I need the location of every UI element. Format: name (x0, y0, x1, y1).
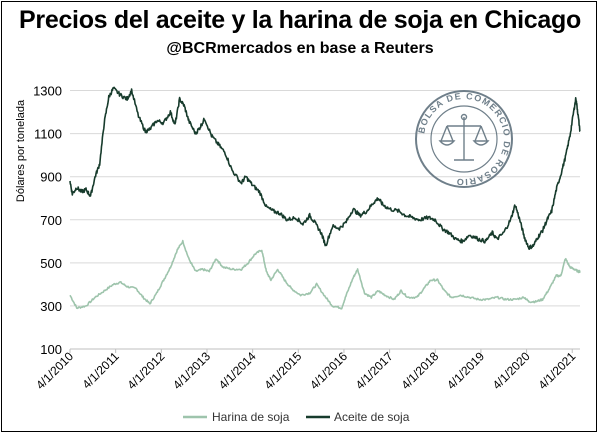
x-tick-label: 4/1/2012 (125, 349, 168, 392)
y-tick-label: 900 (40, 170, 62, 185)
x-tick-label: 4/1/2019 (444, 349, 487, 392)
chart-subtitle: @BCRmercados en base a Reuters (166, 40, 434, 57)
chart-title: Precios del aceite y la harina de soja e… (19, 6, 581, 34)
y-tick-label: 100 (40, 342, 62, 357)
legend: Harina de soja Aceite de soja (183, 410, 410, 424)
y-tick-label: 1300 (33, 84, 62, 99)
series-layer (69, 86, 581, 310)
legend-label-aceite: Aceite de soja (334, 410, 410, 424)
x-tick-label: 4/1/2015 (261, 349, 304, 392)
y-tick-label: 1100 (34, 127, 62, 142)
x-tick-label: 4/1/2020 (490, 349, 533, 392)
x-tick-label: 4/1/2011 (79, 349, 122, 392)
y-axis-label: Dólares por tonelada (15, 99, 27, 202)
x-tick-label: 4/1/2021 (535, 349, 578, 392)
y-tick-label: 700 (40, 213, 62, 228)
x-tick-label: 4/1/2016 (307, 349, 350, 392)
x-tick-label: 4/1/2017 (353, 349, 396, 392)
y-tick-label: 500 (40, 256, 62, 271)
x-tick-label: 4/1/2018 (398, 349, 441, 392)
seal-outer-ring (415, 90, 513, 188)
legend-label-harina: Harina de soja (212, 410, 290, 424)
series-line-aceite (69, 86, 581, 250)
bcr-seal-logo: BOLSA DE COMERCIO DE ROSARIO (415, 90, 513, 188)
x-tick-label: 4/1/2014 (216, 349, 259, 392)
x-tick-label: 4/1/2013 (170, 349, 213, 392)
scales-of-justice-icon (438, 113, 490, 161)
series-line-harina (69, 239, 581, 310)
y-tick-label: 300 (40, 299, 62, 314)
seal-inner-ring (430, 105, 498, 173)
